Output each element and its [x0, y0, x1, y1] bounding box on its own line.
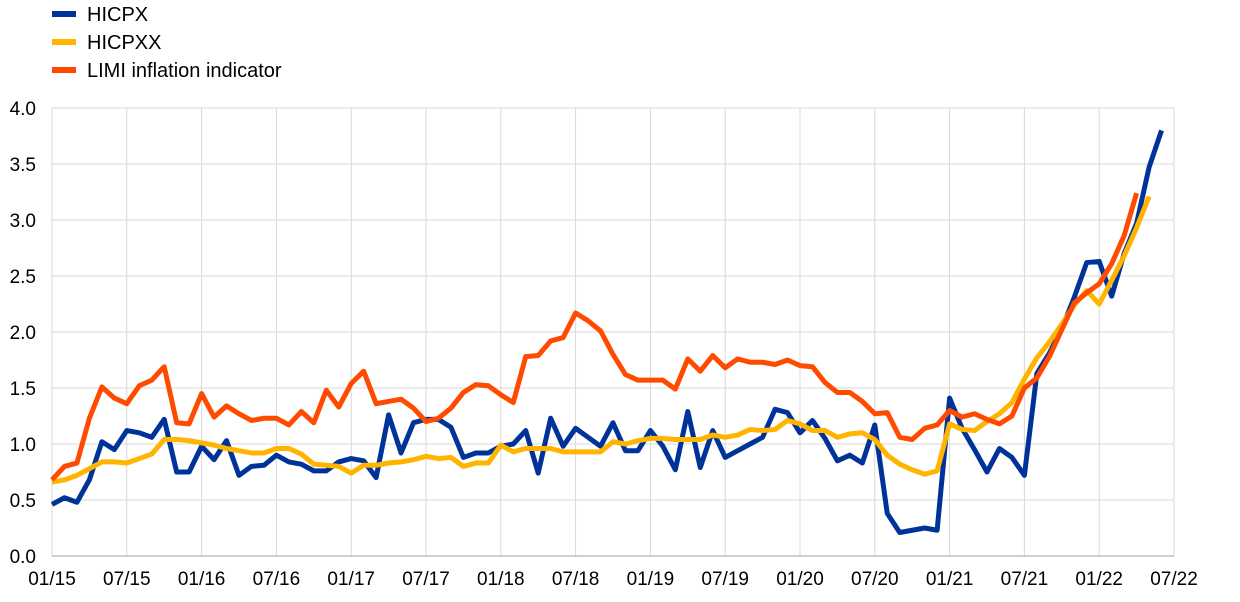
x-tick-label: 01/18 [477, 569, 525, 590]
legend-label: HICPX [87, 4, 148, 26]
y-tick-label: 2.0 [10, 323, 36, 344]
series-line-1 [50, 129, 1164, 535]
x-tick-label: 07/20 [851, 569, 899, 590]
gridlines [51, 107, 1175, 557]
x-tick-label: 01/21 [926, 569, 974, 590]
y-tick-label: 3.0 [10, 211, 36, 232]
x-tick-label: 07/15 [103, 569, 151, 590]
series-line-2 [51, 195, 1152, 485]
x-axis-ticks: 01/15 07/15 01/16 07/16 01/17 07/17 01/18 07/18… [28, 569, 1198, 590]
x-tick-label: 01/15 [28, 569, 76, 590]
x-tick-label: 01/20 [776, 569, 824, 590]
series-line-3 [50, 192, 1139, 482]
series-lines [50, 129, 1164, 535]
x-tick-label: 01/17 [327, 569, 375, 590]
legend-label: LIMI inflation indicator [87, 60, 282, 82]
y-tick-label: 0.5 [10, 491, 36, 512]
y-tick-label: 0.0 [10, 547, 36, 568]
y-tick-label: 2.5 [10, 267, 36, 288]
y-tick-label: 1.5 [10, 379, 36, 400]
legend-label: HICPXX [87, 32, 161, 54]
x-tick-label: 01/22 [1075, 569, 1123, 590]
y-tick-label: 3.5 [10, 155, 36, 176]
x-tick-label: 01/16 [178, 569, 226, 590]
x-tick-label: 01/19 [627, 569, 675, 590]
legend: HICPX HICPXX LIMI inflation indicator [52, 4, 282, 82]
y-tick-label: 4.0 [10, 99, 36, 120]
x-tick-label: 07/17 [402, 569, 450, 590]
y-tick-label: 1.0 [10, 435, 36, 456]
x-tick-label: 07/16 [253, 569, 301, 590]
x-tick-label: 07/18 [552, 569, 600, 590]
x-tick-label: 07/19 [701, 569, 749, 590]
y-axis-ticks: 0.0 0.5 1.0 1.5 2.0 2.5 3.0 3.5 4.0 [10, 99, 36, 568]
x-tick-label: 07/22 [1150, 569, 1198, 590]
x-tick-label: 07/21 [1001, 569, 1049, 590]
